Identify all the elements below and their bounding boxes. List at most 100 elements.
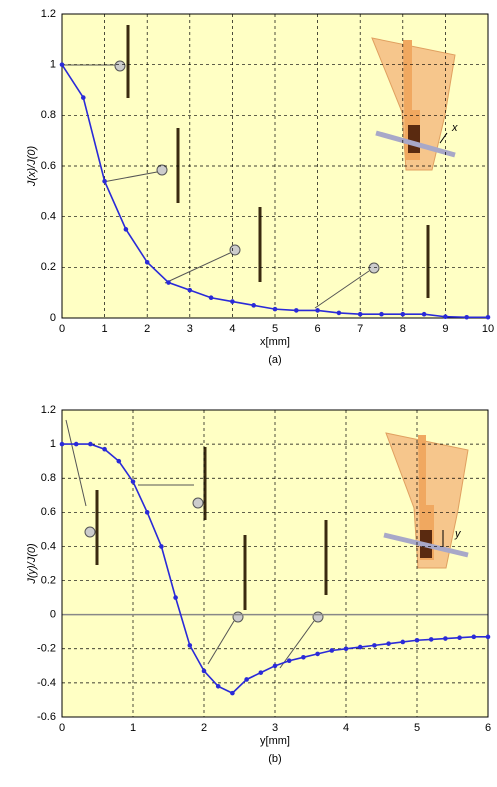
y-tick-label: 0.2 [41, 261, 56, 273]
marker-circle [114, 60, 126, 72]
data-point [81, 95, 86, 100]
data-point [485, 634, 491, 640]
inset-label: x [451, 122, 458, 134]
data-point [329, 648, 335, 653]
data-point [443, 314, 448, 320]
data-point [464, 314, 470, 320]
data-point [343, 646, 349, 652]
x-tick-label: 9 [442, 323, 448, 335]
data-point [230, 690, 235, 696]
x-tick-label: 3 [187, 323, 193, 335]
data-point [272, 306, 278, 312]
data-point [144, 259, 150, 265]
y-tick-label: 1.2 [41, 404, 56, 416]
y-tick-label: 0.4 [41, 211, 56, 223]
y-tick-label: 0.8 [41, 472, 56, 484]
caption: (a) [268, 354, 281, 366]
data-point [485, 314, 491, 320]
data-point [102, 178, 107, 184]
x-tick-label: 2 [201, 722, 207, 734]
data-point [414, 637, 420, 643]
marker-circle [312, 611, 324, 623]
pointer [279, 620, 315, 669]
x-tick-label: 10 [482, 323, 494, 335]
x-tick-label: 3 [272, 722, 278, 734]
pointer [102, 171, 158, 183]
data-point [372, 643, 377, 648]
data-point [457, 635, 462, 640]
x-tick-label: 5 [272, 323, 278, 335]
data-point [130, 479, 136, 484]
y-tick-label: 1 [50, 438, 56, 450]
data-point [173, 595, 178, 600]
data-point [144, 510, 150, 515]
data-point [201, 668, 207, 674]
data-point [315, 651, 320, 657]
data-point [116, 458, 122, 464]
inset-shape [418, 435, 434, 560]
y-tick-label: 0 [50, 609, 56, 621]
x-tick-label: 5 [414, 722, 420, 734]
y-tick-label: 1 [50, 59, 56, 71]
data-point [230, 299, 235, 304]
x-tick-label: 6 [315, 323, 321, 335]
y-tick-label: 0 [50, 312, 56, 324]
inset-beam [375, 130, 456, 158]
inset-shape [371, 37, 456, 171]
marker-circle [232, 611, 244, 623]
data-point [59, 441, 65, 447]
x-axis-label: x[mm] [260, 336, 290, 348]
data-point [73, 441, 79, 447]
data-point [443, 636, 448, 641]
data-point [421, 311, 427, 317]
x-axis-label: y[mm] [260, 735, 290, 747]
data-point [102, 446, 107, 452]
y-axis-label: J(x)/J(0) [26, 146, 38, 188]
data-point [400, 639, 406, 645]
data-point [386, 641, 391, 646]
pointer [207, 620, 235, 665]
x-tick-label: 4 [229, 323, 235, 335]
y-tick-label: -0.6 [37, 711, 56, 723]
x-tick-label: 2 [144, 323, 150, 335]
y-tick-label: 0.2 [41, 574, 56, 586]
x-tick-label: 4 [343, 722, 349, 734]
marker-circle [156, 164, 168, 176]
data-point [215, 684, 221, 689]
data-point [379, 311, 384, 317]
x-tick-label: 0 [59, 323, 65, 335]
data-point [244, 677, 249, 682]
decorations [64, 25, 469, 669]
data-point [208, 295, 214, 301]
caption: (b) [268, 753, 281, 765]
data-point [286, 658, 292, 664]
marker-circle [84, 526, 96, 538]
data-point [294, 308, 299, 313]
pointer [164, 252, 231, 284]
inset-label: y [454, 528, 462, 540]
data-point [428, 637, 434, 642]
data-point [272, 663, 278, 669]
data-point [251, 303, 256, 308]
marker-circle [368, 262, 380, 274]
plot-frame [61, 409, 489, 718]
data-point [357, 311, 363, 317]
x-tick-label: 1 [102, 323, 108, 335]
x-tick-label: 0 [59, 722, 65, 734]
data-point [123, 227, 129, 232]
inset-arrow [439, 132, 448, 144]
inset-shape [408, 125, 420, 153]
data-point [315, 308, 320, 313]
y-tick-label: 0.6 [41, 160, 56, 172]
data-point [187, 643, 193, 648]
data-point [400, 311, 406, 317]
inset-beam [383, 532, 469, 558]
y-tick-label: -0.2 [37, 643, 56, 655]
y-tick-label: 0.8 [41, 109, 56, 121]
plot-frame [61, 13, 489, 319]
marker-circle [229, 244, 241, 256]
x-tick-label: 8 [400, 323, 406, 335]
data-point [336, 310, 342, 316]
data-point [258, 670, 264, 675]
